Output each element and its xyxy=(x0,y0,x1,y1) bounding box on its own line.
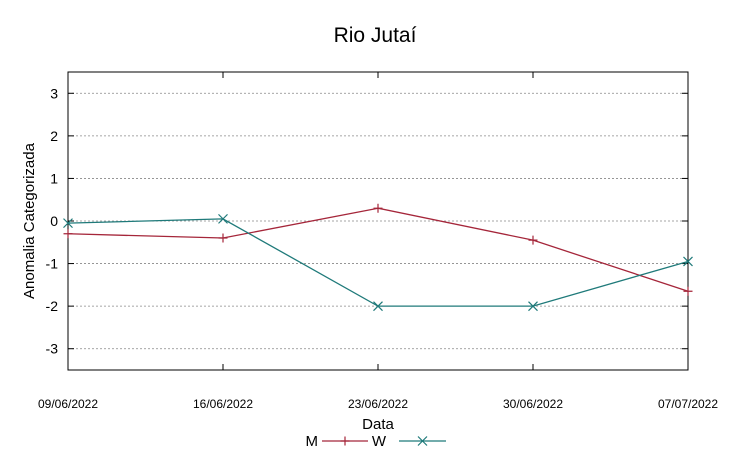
grid-lines xyxy=(68,92,688,350)
series-M xyxy=(63,203,693,296)
y-tick-label: -1 xyxy=(46,256,59,272)
legend-marker-M xyxy=(340,436,350,446)
x-tick-label: 23/06/2022 xyxy=(348,397,408,411)
data-point xyxy=(373,301,383,312)
legend-label-M: M xyxy=(306,433,319,450)
series-group xyxy=(63,203,693,312)
series-line-W xyxy=(67,218,689,307)
x-axis-label: Data xyxy=(362,416,394,433)
x-tick-label: 07/07/2022 xyxy=(658,397,718,411)
y-tick-label: 2 xyxy=(50,128,58,144)
data-point xyxy=(683,286,693,296)
data-point xyxy=(218,213,228,224)
y-tick-label: -3 xyxy=(46,341,59,357)
data-point xyxy=(63,229,73,239)
legend-marker-W xyxy=(417,436,428,446)
data-point xyxy=(218,233,228,243)
legend-label-W: W xyxy=(372,433,387,450)
y-tick-label: 3 xyxy=(50,85,58,101)
data-point xyxy=(63,218,73,229)
y-tick-label: -2 xyxy=(46,298,59,314)
x-tick-label: 16/06/2022 xyxy=(193,397,253,411)
x-axis: 09/06/2022 16/06/2022 23/06/2022 30/06/2022… xyxy=(38,72,718,411)
y-axis: 3 2 1 0 -1 -2 -3 xyxy=(46,85,688,357)
x-tick-label: 30/06/2022 xyxy=(503,397,563,411)
data-point xyxy=(373,203,383,213)
y-axis-label: Anomalia Categorizada xyxy=(21,142,38,299)
chart-title: Rio Jutaí xyxy=(334,24,417,47)
data-point xyxy=(528,235,538,245)
y-tick-label: 0 xyxy=(50,213,58,229)
data-point xyxy=(683,256,693,267)
data-point xyxy=(528,301,538,312)
x-tick-label: 09/06/2022 xyxy=(38,397,98,411)
y-tick-label: 1 xyxy=(50,170,58,186)
series-W xyxy=(63,213,693,312)
